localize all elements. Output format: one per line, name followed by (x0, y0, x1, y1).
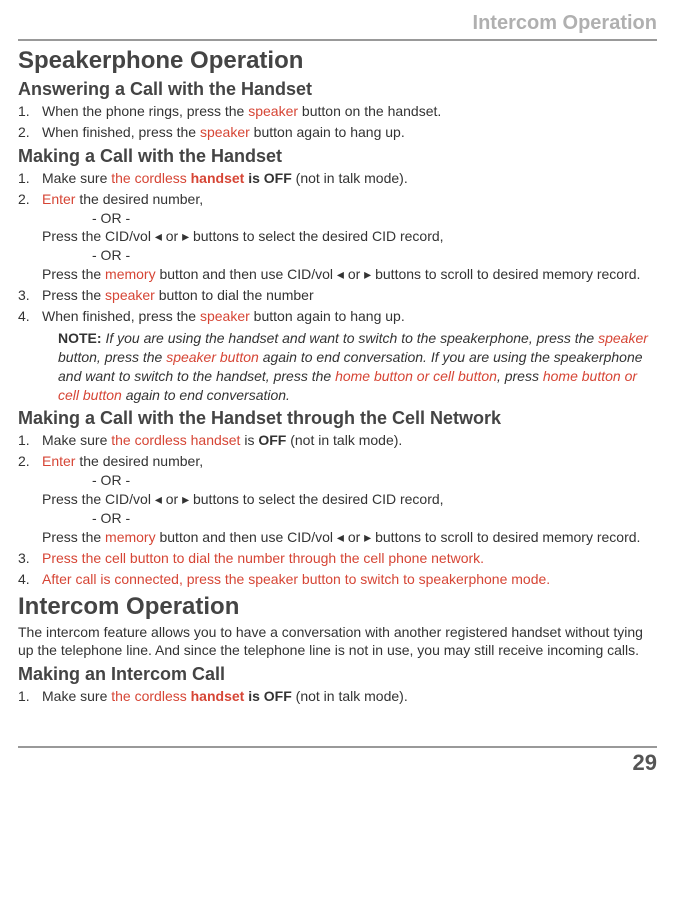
text: Press the (42, 287, 105, 303)
text: button again to hang up. (250, 124, 405, 140)
list-number: 1. (18, 102, 42, 121)
cell-item-2: 2. Enter the desired number, - OR - Pres… (18, 452, 657, 546)
list-number: 4. (18, 307, 42, 326)
keyword-cordless-handset: the cordless handset (111, 432, 240, 448)
heading-answering: Answering a Call with the Handset (18, 79, 657, 100)
text: (not in talk mode). (292, 688, 408, 704)
keyword-enter: Enter (42, 191, 75, 207)
text: Make sure (42, 688, 111, 704)
heading-intercom-making: Making an Intercom Call (18, 664, 657, 685)
making-item-2: 2. Enter the desired number, - OR - Pres… (18, 190, 657, 284)
list-number: 2. (18, 123, 42, 142)
cid-line: Press the CID/vol ◂ or ▸ buttons to sele… (42, 490, 657, 509)
making-item-1: 1. Make sure the cordless handset is OFF… (18, 169, 657, 188)
note-text: button, press the (58, 349, 166, 365)
answering-item-1: 1. When the phone rings, press the speak… (18, 102, 657, 121)
cell-item-4: 4. After call is connected, press the sp… (18, 570, 657, 589)
keyword-speaker: speaker (105, 287, 155, 303)
list-number: 1. (18, 169, 42, 188)
list-content: When finished, press the speaker button … (42, 307, 657, 326)
note-text: , press (497, 368, 543, 384)
heading-making-cell: Making a Call with the Handset through t… (18, 408, 657, 429)
answering-item-2: 2. When finished, press the speaker butt… (18, 123, 657, 142)
rule-top (18, 39, 657, 41)
note-text: again to end conversation. (122, 387, 290, 403)
list-content: Enter the desired number, - OR - Press t… (42, 452, 657, 546)
keyword-cordless: the cordless (111, 170, 190, 186)
text: (not in talk mode). (286, 432, 402, 448)
or-line: - OR - (42, 471, 657, 490)
list-content-red: Press the cell button to dial the number… (42, 549, 657, 568)
page: Intercom Operation Speakerphone Operatio… (0, 0, 675, 786)
note-text: If you are using the handset and want to… (105, 330, 598, 346)
keyword-cordless: the cordless (111, 688, 190, 704)
keyword-speaker: speaker (248, 103, 298, 119)
text: When finished, press the (42, 124, 200, 140)
list-content: When finished, press the speaker button … (42, 123, 657, 142)
text: button and then use CID/vol ◂ or ▸ butto… (156, 529, 641, 545)
list-content: Make sure the cordless handset is OFF (n… (42, 687, 657, 706)
header-section-title: Intercom Operation (18, 12, 657, 35)
list-number: 2. (18, 452, 42, 546)
keyword-speaker: speaker (200, 124, 250, 140)
text-bold: is OFF (244, 688, 291, 704)
text: Press the (42, 529, 105, 545)
keyword-speaker: speaker (200, 308, 250, 324)
heading-speakerphone: Speakerphone Operation (18, 47, 657, 75)
or-line: - OR - (42, 246, 657, 265)
list-number: 2. (18, 190, 42, 284)
list-content: Make sure the cordless handset is OFF (n… (42, 431, 657, 450)
intercom-item-1: 1. Make sure the cordless handset is OFF… (18, 687, 657, 706)
text: When the phone rings, press the (42, 103, 248, 119)
keyword-handset: handset (191, 170, 245, 186)
list-number: 1. (18, 431, 42, 450)
text: the desired number, (75, 191, 203, 207)
keyword-memory: memory (105, 529, 156, 545)
intercom-desc: The intercom feature allows you to have … (18, 623, 657, 661)
list-number: 1. (18, 687, 42, 706)
making-item-3: 3. Press the speaker button to dial the … (18, 286, 657, 305)
keyword-enter: Enter (42, 453, 75, 469)
list-content-red: After call is connected, press the speak… (42, 570, 657, 589)
text: button on the handset. (298, 103, 441, 119)
list-content: When the phone rings, press the speaker … (42, 102, 657, 121)
text: button again to hang up. (250, 308, 405, 324)
text: button and then use CID/vol ◂ or ▸ butto… (156, 266, 641, 282)
cell-item-1: 1. Make sure the cordless handset is OFF… (18, 431, 657, 450)
list-content: Make sure the cordless handset is OFF (n… (42, 169, 657, 188)
text: (not in talk mode). (292, 170, 408, 186)
list-content: Enter the desired number, - OR - Press t… (42, 190, 657, 284)
rule-bottom (18, 746, 657, 748)
text-bold: is OFF (244, 170, 291, 186)
text: Make sure (42, 170, 111, 186)
note-red: home button or cell button (335, 368, 497, 384)
text: button to dial the number (155, 287, 314, 303)
note-label: NOTE: (58, 330, 105, 346)
list-number: 3. (18, 549, 42, 568)
heading-intercom: Intercom Operation (18, 593, 657, 621)
note-red: speaker button (166, 349, 259, 365)
text: Press the (42, 266, 105, 282)
page-number: 29 (18, 750, 657, 776)
note-red: speaker (598, 330, 648, 346)
text: Make sure (42, 432, 111, 448)
cell-item-3: 3. Press the cell button to dial the num… (18, 549, 657, 568)
or-line: - OR - (42, 209, 657, 228)
text: When finished, press the (42, 308, 200, 324)
keyword-handset: handset (191, 688, 245, 704)
list-number: 3. (18, 286, 42, 305)
text-bold: OFF (258, 432, 286, 448)
note-block: NOTE: If you are using the handset and w… (18, 329, 657, 405)
or-line: - OR - (42, 509, 657, 528)
list-content: Press the speaker button to dial the num… (42, 286, 657, 305)
cid-line: Press the CID/vol ◂ or ▸ buttons to sele… (42, 227, 657, 246)
heading-making: Making a Call with the Handset (18, 146, 657, 167)
making-item-4: 4. When finished, press the speaker butt… (18, 307, 657, 326)
text: is (240, 432, 258, 448)
list-number: 4. (18, 570, 42, 589)
text: the desired number, (75, 453, 203, 469)
keyword-memory: memory (105, 266, 156, 282)
